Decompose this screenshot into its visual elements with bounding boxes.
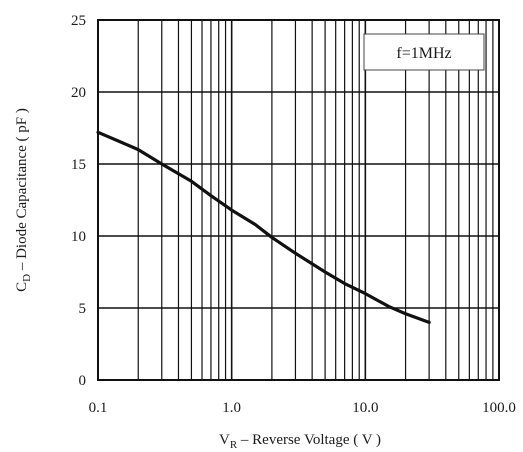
annotation-text: f=1MHz xyxy=(396,45,451,62)
y-axis-title-main: C xyxy=(14,282,30,292)
y-tick-labels: 0 5 10 15 20 25 xyxy=(71,13,86,389)
x-tick-label: 0.1 xyxy=(89,400,108,416)
y-tick-label: 10 xyxy=(71,229,86,245)
x-axis-title-main: V xyxy=(219,432,230,448)
y-axis-title-sub: D xyxy=(21,274,33,282)
x-tick-label: 1.0 xyxy=(222,400,241,416)
y-tick-label: 15 xyxy=(71,157,86,173)
y-tick-label: 20 xyxy=(71,85,86,101)
x-axis-title: VR – Reverse Voltage ( V ) xyxy=(219,432,381,451)
y-tick-label: 5 xyxy=(79,301,87,317)
y-tick-label: 0 xyxy=(79,373,87,389)
grid xyxy=(97,19,499,381)
x-tick-label: 100.0 xyxy=(482,400,516,416)
x-tick-labels: 0.1 1.0 10.0 100.0 xyxy=(89,400,516,416)
x-axis-title-rest: – Reverse Voltage ( V ) xyxy=(237,432,381,448)
capacitance-curve xyxy=(96,130,431,324)
y-axis-title: CD – Diode Capacitance ( pF ) xyxy=(14,108,33,292)
x-tick-label: 10.0 xyxy=(352,400,378,416)
annotation-box: f=1MHz xyxy=(363,33,485,71)
x-axis-title-sub: R xyxy=(230,439,238,451)
y-axis-title-rest: – Diode Capacitance ( pF ) xyxy=(14,108,30,274)
plot-frame xyxy=(97,19,500,381)
y-tick-label: 25 xyxy=(71,13,86,29)
